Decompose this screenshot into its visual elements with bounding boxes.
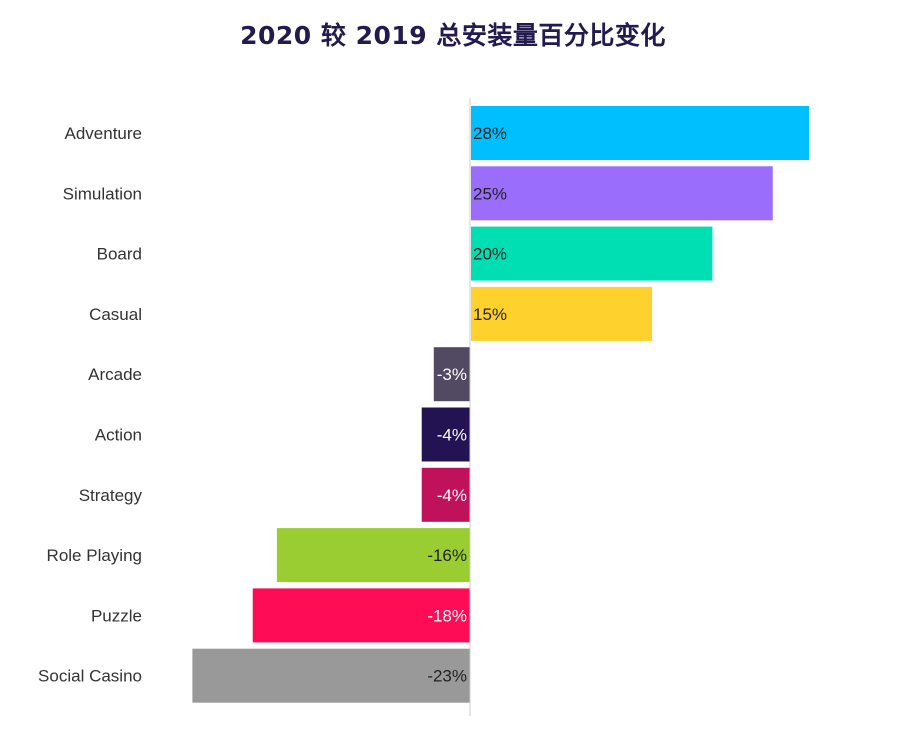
category-labels-group: Adventure Simulation Board Casual Arcade Acti… [38, 124, 142, 686]
category-label-social-casino: Social Casino [38, 667, 142, 686]
category-label-casual: Casual [89, 305, 142, 324]
chart-title: 2020 较 2019 总安装量百分比变化 [240, 21, 666, 50]
bar-arcade [433, 347, 470, 402]
category-label-simulation: Simulation [63, 184, 142, 203]
bars-group [192, 106, 809, 703]
value-label-board: 20% [473, 245, 507, 264]
value-label-role-playing: -16% [427, 546, 467, 565]
bar-casual [471, 286, 653, 341]
bar-simulation [471, 166, 773, 221]
bar-action [421, 407, 470, 462]
value-labels-group: 28% 25% 20% 15% -3% -4% -4% -16% -18% -23% [427, 124, 507, 686]
category-label-role-playing: Role Playing [47, 546, 142, 565]
bar-board [471, 226, 713, 281]
bar-social-casino [192, 648, 470, 703]
bar-adventure [471, 106, 809, 160]
value-label-arcade: -3% [437, 365, 467, 384]
value-label-puzzle: -18% [427, 606, 467, 625]
value-label-social-casino: -23% [427, 667, 467, 686]
category-label-puzzle: Puzzle [91, 606, 142, 625]
category-label-adventure: Adventure [65, 124, 143, 143]
value-label-action: -4% [437, 426, 467, 445]
value-label-simulation: 25% [473, 184, 507, 203]
value-label-casual: 15% [473, 305, 507, 324]
category-label-board: Board [97, 245, 142, 264]
value-label-adventure: 28% [473, 124, 507, 143]
bar-strategy [421, 467, 470, 522]
category-label-arcade: Arcade [88, 365, 142, 384]
value-label-strategy: -4% [437, 486, 467, 505]
bar-puzzle [252, 588, 470, 643]
bar-role-playing [276, 528, 470, 583]
category-label-action: Action [95, 426, 142, 445]
category-label-strategy: Strategy [79, 486, 143, 505]
